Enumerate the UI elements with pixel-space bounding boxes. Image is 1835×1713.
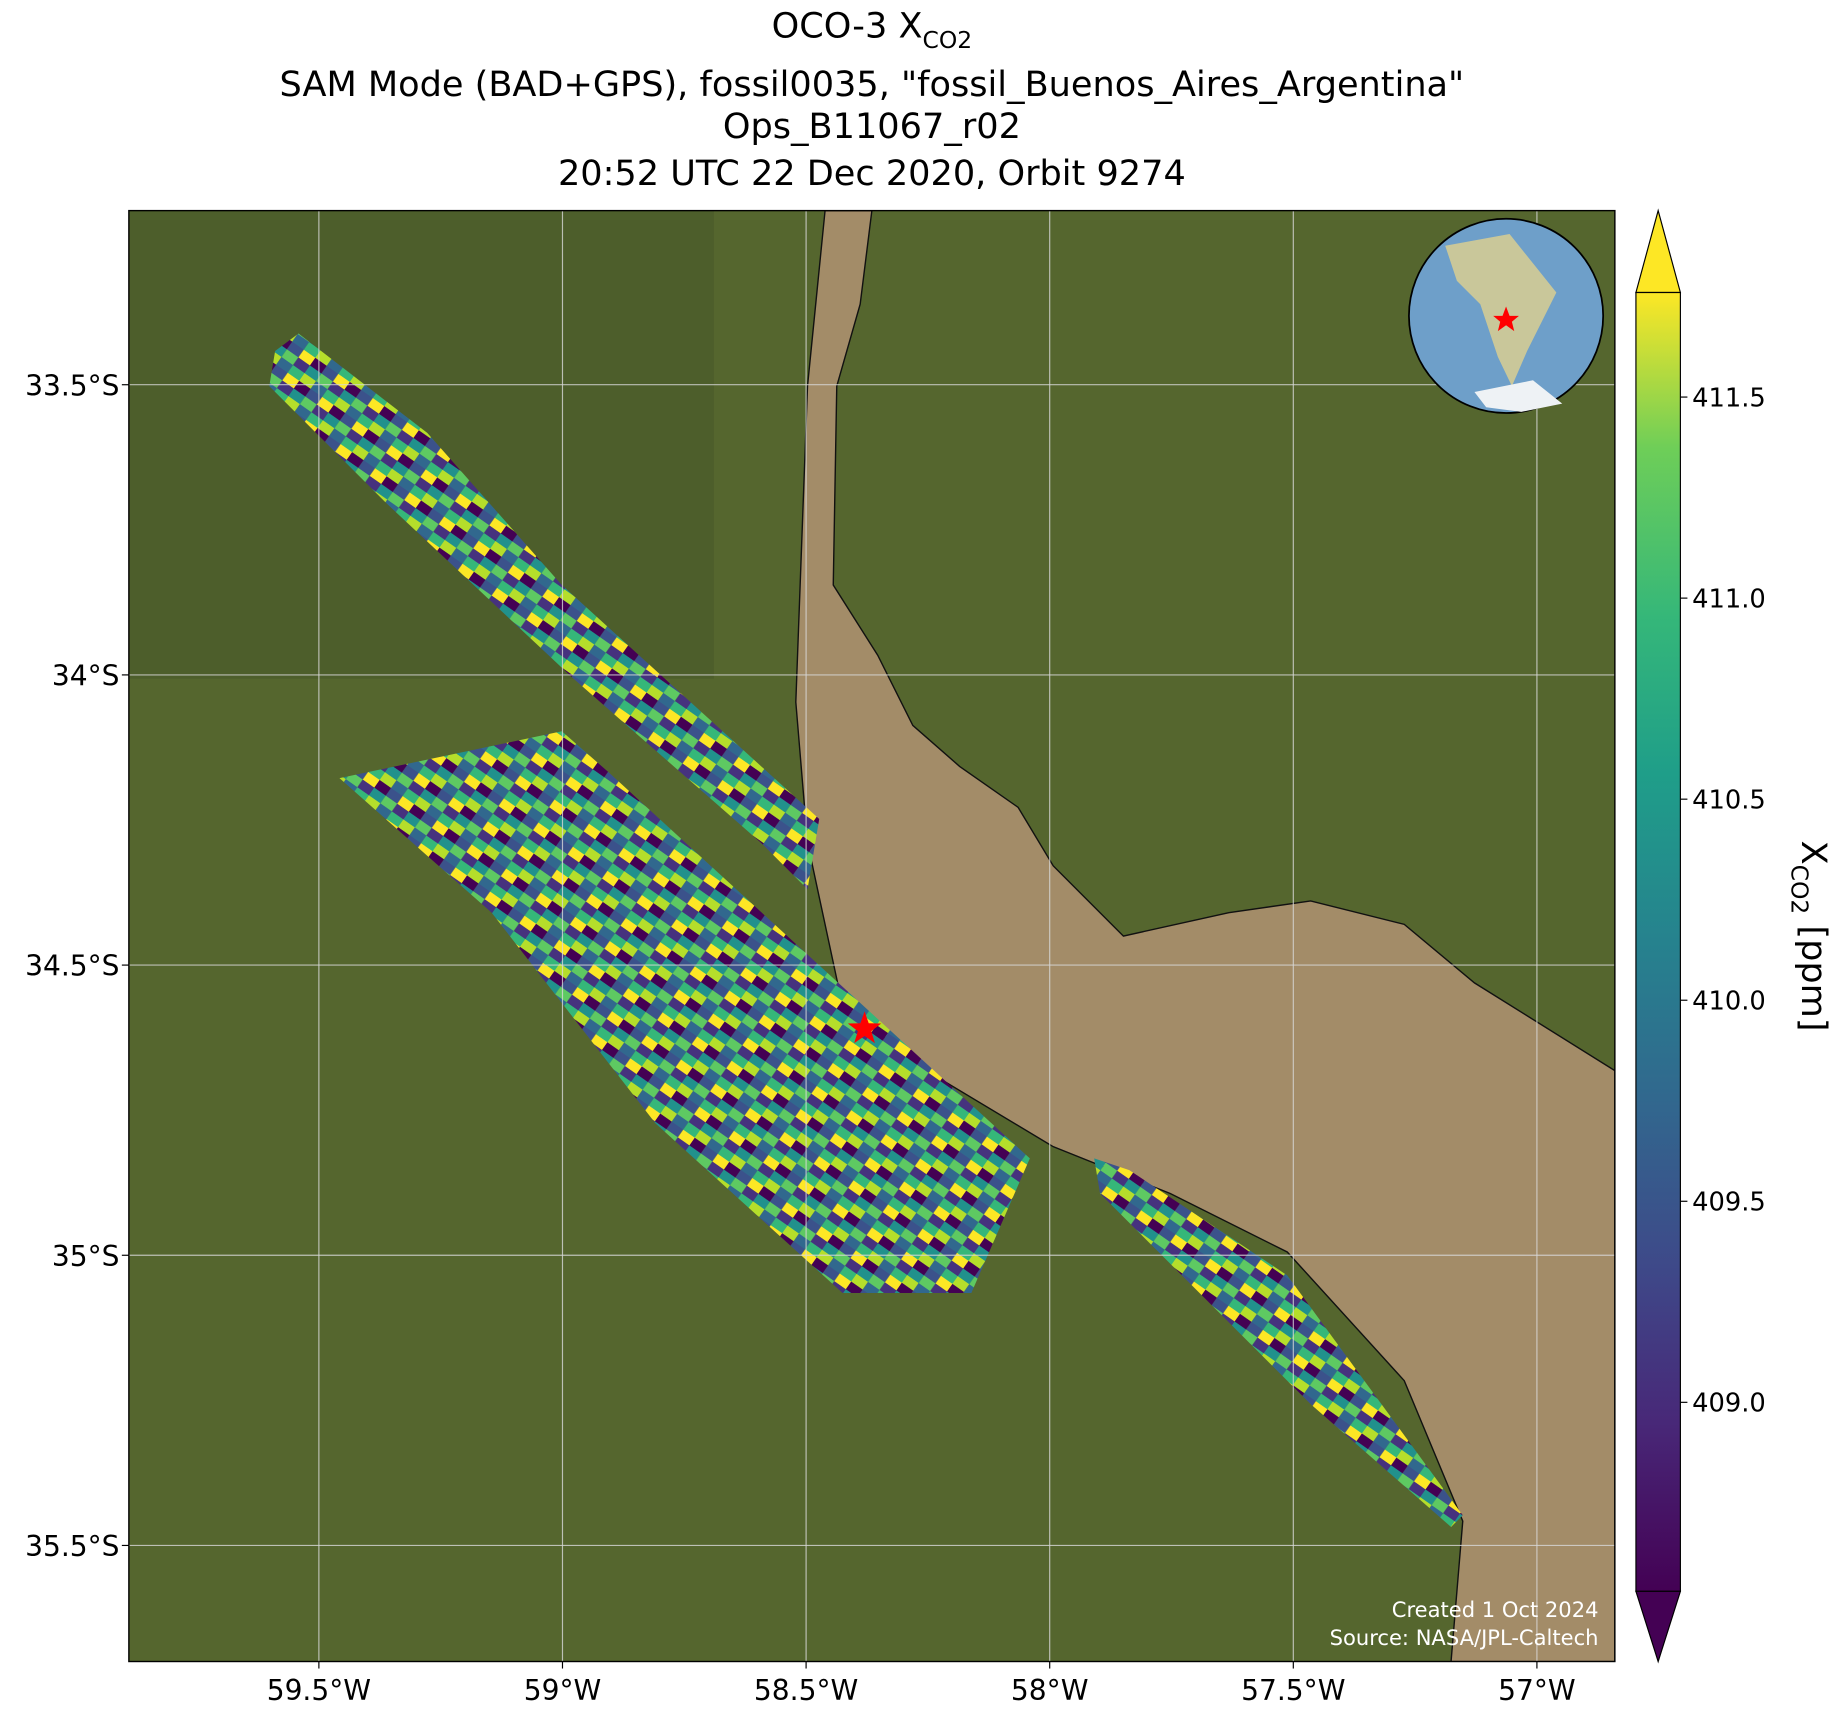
title: OCO-3 XCO2	[772, 5, 973, 54]
label-text: X	[1793, 841, 1834, 865]
x-tick-label: 58.5°W	[754, 1674, 858, 1707]
x-tick-label: 57°W	[1498, 1674, 1576, 1707]
y-tick-label: 35°S	[52, 1240, 120, 1273]
y-tick-label: 34°S	[52, 659, 120, 692]
x-tick-label: 57.5°W	[1241, 1674, 1345, 1707]
colorbar-tick-label: 409.0	[1692, 1389, 1766, 1419]
y-tick-label: 35.5°S	[25, 1530, 119, 1563]
colorbar: 409.0 409.5 410.0 410.5 411.0 411.5	[1635, 208, 1766, 1664]
y-tick-label: 33.5°S	[25, 369, 119, 402]
colorbar-tick-label: 410.5	[1692, 786, 1766, 816]
title-text: OCO-3 X	[772, 5, 923, 46]
credit: Created 1 Oct 2024	[1392, 1597, 1599, 1622]
credit: Source: NASA/JPL-Caltech	[1330, 1625, 1599, 1650]
y-tick-label: 34.5°S	[25, 950, 119, 983]
target-marker	[847, 1011, 882, 1044]
map: Created 1 Oct 2024 Source: NASA/JPL-Calt…	[128, 210, 1615, 1662]
x-tick-label: 58°W	[1011, 1674, 1089, 1707]
swath	[339, 731, 1030, 1293]
swath	[269, 333, 820, 890]
title-subscript: CO2	[923, 26, 973, 54]
colorbar-extend	[1635, 208, 1682, 294]
x-tick-label: 59°W	[524, 1674, 602, 1707]
colorbar-extend	[1635, 1590, 1682, 1664]
map-frame	[128, 209, 1616, 1663]
inset-globe	[1408, 217, 1605, 414]
colorbar-tick-label: 411.5	[1692, 383, 1766, 413]
colorbar-body	[1635, 291, 1681, 1592]
subtitle: SAM Mode (BAD+GPS), fossil0035, "fossil_…	[280, 64, 1465, 105]
subtitle: Ops_B11067_r02	[723, 106, 1021, 147]
label-subscript: CO2	[1786, 865, 1814, 915]
colorbar-tick-label: 410.0	[1692, 987, 1766, 1017]
label-suffix: [ppm]	[1793, 914, 1834, 1031]
x-tick-label: 59.5°W	[267, 1674, 371, 1707]
colorbar-tick-label: 411.0	[1692, 584, 1766, 614]
colorbar-label: XCO2 [ppm]	[1786, 841, 1835, 1032]
swath	[1094, 1158, 1463, 1527]
grid	[128, 210, 1615, 1662]
colorbar-tick-label: 409.5	[1692, 1188, 1766, 1218]
subtitle: 20:52 UTC 22 Dec 2020, Orbit 9274	[558, 153, 1186, 194]
